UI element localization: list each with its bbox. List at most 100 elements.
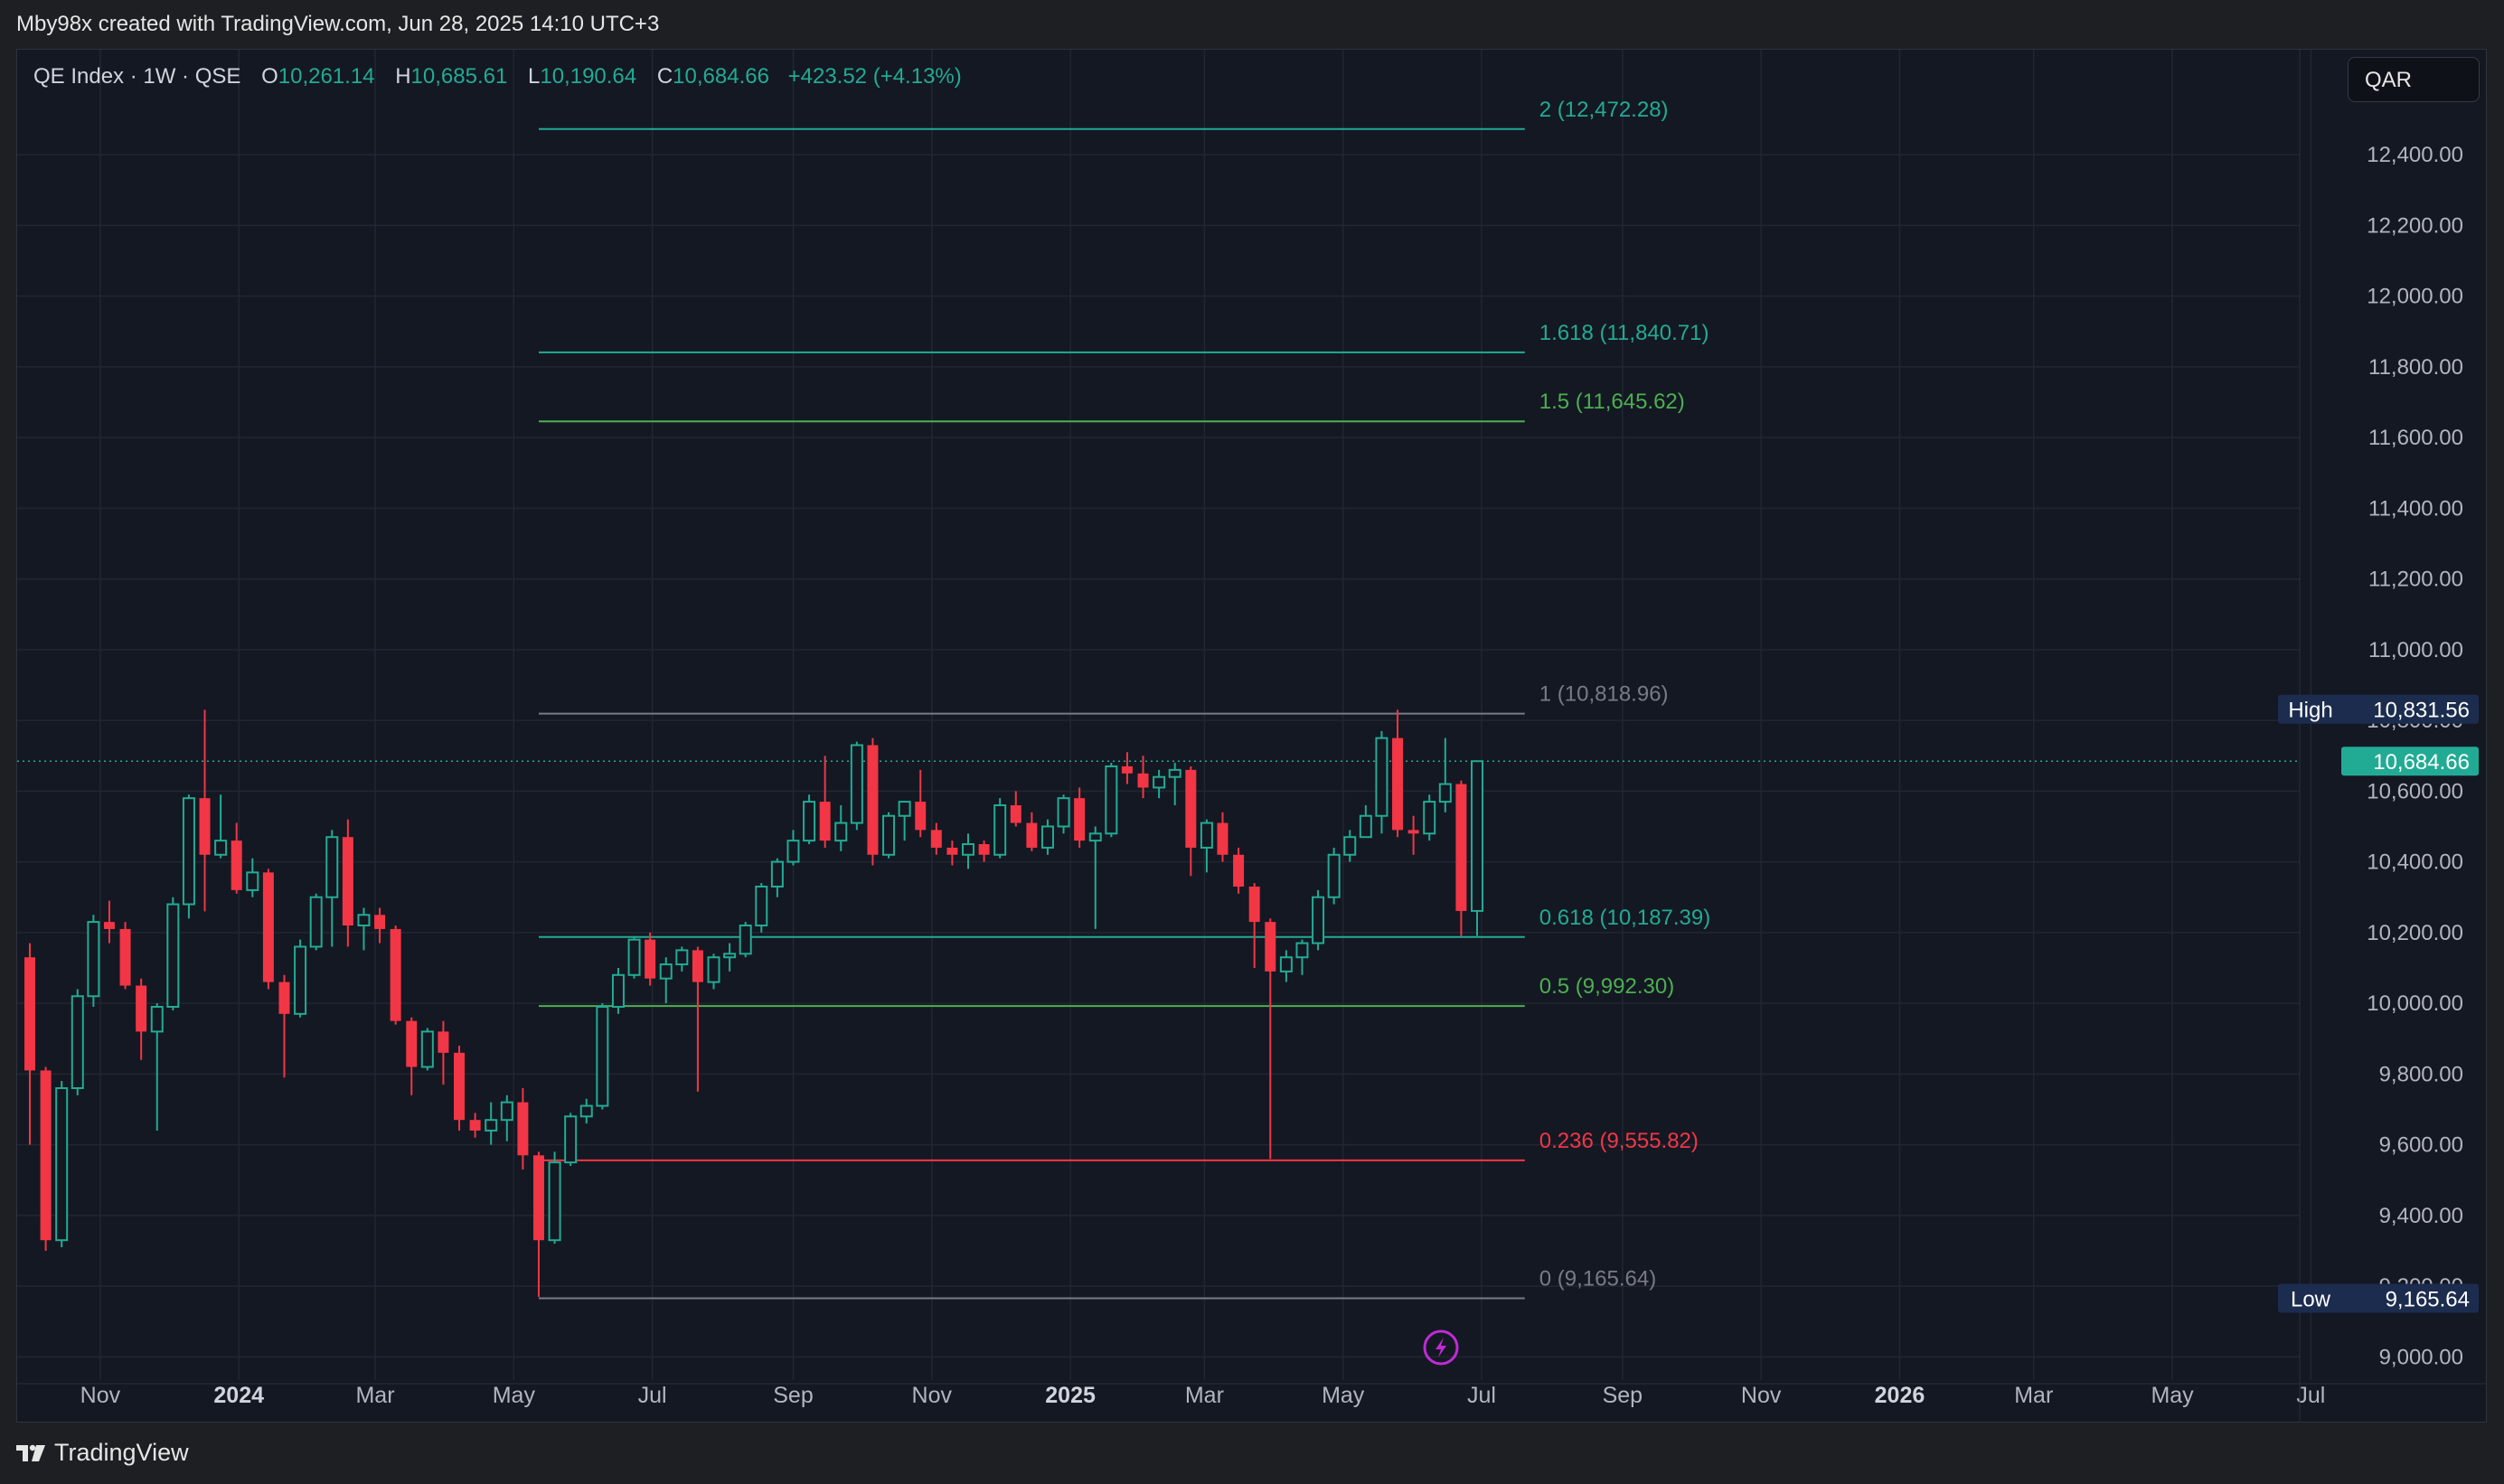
candle-body[interactable] — [645, 939, 656, 979]
candle-body[interactable] — [707, 956, 720, 983]
attribution-bar: Mby98x created with TradingView.com, Jun… — [0, 0, 2504, 49]
candle-body[interactable] — [1248, 886, 1260, 923]
lightning-icon[interactable] — [1423, 1329, 1459, 1366]
candle-body[interactable] — [1265, 922, 1276, 972]
candle-body[interactable] — [182, 797, 195, 906]
candle-body[interactable] — [1137, 773, 1149, 788]
candle-body[interactable] — [1455, 784, 1467, 911]
candle-body[interactable] — [136, 985, 147, 1032]
candle-body[interactable] — [675, 949, 689, 966]
candle-body[interactable] — [1312, 896, 1325, 944]
candle-body[interactable] — [1359, 814, 1372, 839]
candle-body[interactable] — [1121, 765, 1133, 774]
candlestick-chart[interactable]: 9,000.009,200.009,400.009,600.009,800.00… — [17, 50, 2486, 1422]
candle-body[interactable] — [1153, 775, 1166, 789]
candle-body[interactable] — [246, 871, 259, 891]
candle-body[interactable] — [946, 847, 958, 855]
candle-body[interactable] — [1088, 832, 1102, 842]
candle-body[interactable] — [993, 803, 1007, 856]
symbol-name[interactable]: QE Index · 1W · QSE — [33, 64, 241, 89]
candle-body[interactable] — [1185, 769, 1197, 848]
candle-body[interactable] — [469, 1120, 481, 1131]
candle-body[interactable] — [517, 1102, 529, 1156]
candle-body[interactable] — [166, 903, 180, 1009]
candle-body[interactable] — [1200, 822, 1213, 849]
tradingview-logo[interactable]: TradingView — [16, 1439, 189, 1467]
candle-body[interactable] — [770, 860, 784, 888]
candle-body[interactable] — [309, 896, 323, 948]
candle-body[interactable] — [579, 1104, 593, 1118]
candle-body[interactable] — [374, 915, 386, 929]
candle-body[interactable] — [834, 822, 848, 842]
candle-body[interactable] — [755, 885, 768, 927]
candle-body[interactable] — [1168, 768, 1181, 778]
candle-body[interactable] — [342, 837, 353, 926]
candle-body[interactable] — [596, 1006, 609, 1107]
candle-body[interactable] — [978, 844, 990, 855]
candle-body[interactable] — [40, 1070, 52, 1241]
candle-body[interactable] — [357, 914, 371, 927]
candle-body[interactable] — [214, 840, 228, 856]
candle-body[interactable] — [55, 1086, 69, 1242]
candle-body[interactable] — [1105, 765, 1118, 835]
candle-body[interactable] — [294, 945, 307, 1015]
candle-body[interactable] — [1217, 822, 1228, 855]
candle-body[interactable] — [1233, 854, 1245, 887]
candle-body[interactable] — [786, 840, 800, 863]
candle-body[interactable] — [548, 1161, 561, 1242]
candle-body[interactable] — [930, 830, 942, 848]
candle-body[interactable] — [1040, 825, 1054, 849]
candle-body[interactable] — [867, 745, 879, 855]
candle-body[interactable] — [500, 1101, 513, 1122]
candle-body[interactable] — [24, 957, 35, 1071]
candle-body[interactable] — [915, 802, 927, 831]
candle-body[interactable] — [1343, 836, 1357, 856]
candle-body[interactable] — [231, 841, 242, 890]
candle-body[interactable] — [1407, 830, 1419, 834]
candle-body[interactable] — [262, 872, 274, 982]
candle-body[interactable] — [962, 843, 975, 856]
candle-body[interactable] — [454, 1052, 466, 1121]
candle-body[interactable] — [1470, 760, 1483, 912]
candle-body[interactable] — [819, 802, 831, 841]
candle-body[interactable] — [199, 798, 211, 855]
currency-button[interactable]: QAR — [2348, 57, 2480, 102]
candle-body[interactable] — [325, 836, 339, 898]
candle-body[interactable] — [150, 1006, 164, 1033]
candle-body[interactable] — [390, 928, 401, 1021]
candle-body[interactable] — [485, 1119, 498, 1132]
candle-body[interactable] — [1423, 801, 1436, 835]
candle-body[interactable] — [692, 950, 703, 982]
candle-body[interactable] — [1279, 956, 1293, 972]
candle-body[interactable] — [438, 1031, 449, 1053]
candle-body[interactable] — [119, 928, 131, 986]
candle-body[interactable] — [1392, 737, 1404, 831]
candle-body[interactable] — [278, 982, 290, 1014]
candle-body[interactable] — [1026, 822, 1038, 848]
candle-body[interactable] — [850, 744, 863, 824]
candle-body[interactable] — [71, 995, 84, 1089]
candle-body[interactable] — [1327, 853, 1341, 898]
candle-body[interactable] — [627, 938, 641, 976]
candle-body[interactable] — [1375, 737, 1388, 817]
chart-panel[interactable]: 9,000.009,200.009,400.009,600.009,800.00… — [16, 49, 2487, 1423]
candle-body[interactable] — [103, 922, 115, 929]
candle-body[interactable] — [882, 814, 896, 856]
candle-body[interactable] — [406, 1020, 418, 1067]
lightning-bolt-shape — [1436, 1338, 1446, 1357]
candle-body[interactable] — [611, 973, 625, 1009]
candle-body[interactable] — [803, 801, 816, 842]
candle-body[interactable] — [1010, 804, 1021, 823]
candle-body[interactable] — [659, 963, 673, 980]
candle-body[interactable] — [564, 1115, 578, 1164]
candle-body[interactable] — [739, 925, 752, 955]
candle-body[interactable] — [532, 1155, 544, 1241]
candle-body[interactable] — [1438, 783, 1452, 803]
candle-body[interactable] — [1074, 798, 1086, 841]
candle-body[interactable] — [1295, 942, 1309, 959]
candle-body[interactable] — [723, 953, 737, 959]
candle-body[interactable] — [1057, 797, 1070, 828]
candle-body[interactable] — [898, 801, 911, 817]
candle-body[interactable] — [420, 1030, 434, 1068]
candle-body[interactable] — [87, 921, 100, 998]
